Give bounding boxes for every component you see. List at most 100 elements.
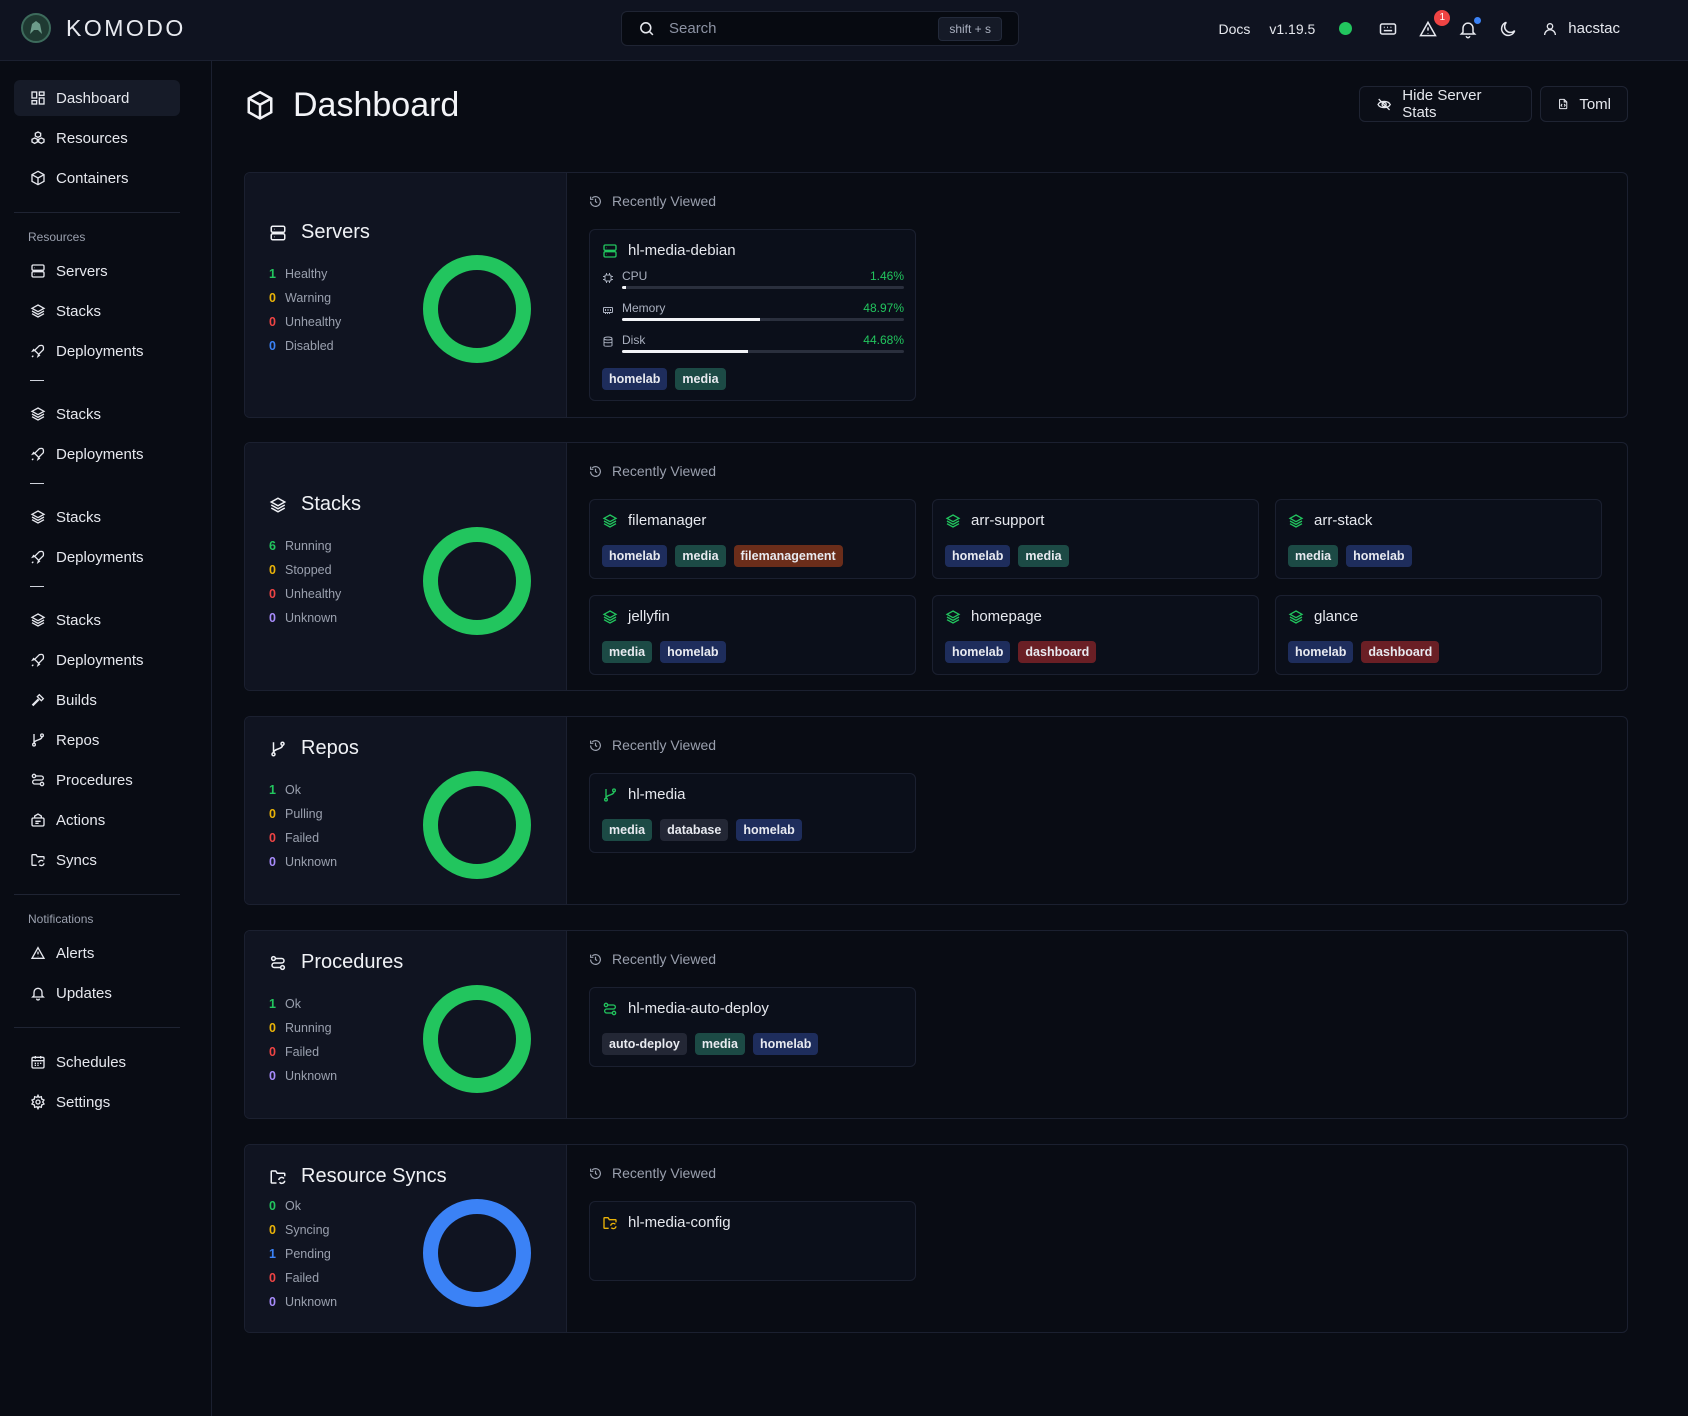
tag[interactable]: media [1018, 545, 1069, 567]
user-menu[interactable]: hacstac [1542, 20, 1620, 37]
layers-icon [30, 613, 46, 627]
tag[interactable]: media [675, 545, 726, 567]
sidebar-item-builds[interactable]: Builds [14, 682, 180, 718]
stat-row: 0 Unknown [269, 855, 338, 869]
repos-summary[interactable]: Repos 1 Ok 0 Pulling 0 Failed 0 Unknown [245, 717, 567, 904]
card-title: arr-stack [1288, 512, 1372, 529]
tag[interactable]: database [660, 819, 729, 841]
procedures-summary[interactable]: Procedures 1 Ok 0 Running 0 Failed 0 Unknown [245, 931, 567, 1118]
sidebar-divider [14, 1027, 180, 1028]
tag[interactable]: dashboard [1361, 641, 1440, 663]
repos-recent: Recently Viewed hl-media media database … [567, 717, 1627, 904]
procedure-card[interactable]: hl-media-auto-deploy auto-deploy media h… [589, 987, 916, 1067]
stack-card[interactable]: arr-stack media homelab [1275, 499, 1602, 579]
docs-link[interactable]: Docs [1218, 20, 1251, 37]
tag[interactable]: auto-deploy [602, 1033, 687, 1055]
tag-list: auto-deploy media homelab [602, 1033, 819, 1055]
servers-summary[interactable]: Servers 1 Healthy 0 Warning 0 Unhealthy 0 Di… [245, 173, 567, 417]
tag[interactable]: homelab [736, 819, 802, 841]
stacks-stats: 6 Running 0 Stopped 0 Unhealthy 0 Unknown [269, 534, 341, 630]
bell-icon[interactable] [1458, 16, 1482, 39]
stack-card[interactable]: glance homelab dashboard [1275, 595, 1602, 675]
cpu-icon [603, 273, 613, 283]
sidebar-item-deployments-2[interactable]: Deployments [14, 436, 180, 472]
repo-card[interactable]: hl-media media database homelab [589, 773, 916, 853]
sidebar-item-settings[interactable]: Settings [14, 1084, 180, 1120]
alert-icon[interactable]: 1 [1418, 9, 1451, 39]
alerts-count-badge: 1 [1434, 9, 1451, 26]
tag[interactable]: homelab [752, 1033, 819, 1055]
folder-sync-icon [270, 1169, 286, 1184]
hide-server-stats-button[interactable]: Hide Server Stats [1359, 86, 1532, 122]
sidebar-item-syncs[interactable]: Syncs [14, 842, 180, 878]
syncs-summary[interactable]: Resource Syncs 0 Ok 0 Syncing 1 Pending 0 Fa… [245, 1145, 567, 1332]
sidebar-item-schedules[interactable]: Schedules [14, 1044, 180, 1080]
disk-metric: Disk 44.68% [602, 333, 904, 359]
sidebar-item-deployments[interactable]: Deployments [14, 333, 180, 369]
recently-viewed-header: Recently Viewed [589, 463, 716, 479]
stat-row: 0 Pulling [269, 807, 323, 821]
sidebar-item-deployments-4[interactable]: Deployments [14, 642, 180, 678]
tag[interactable]: media [1288, 545, 1339, 567]
stacks-title: Stacks [269, 493, 361, 516]
tag[interactable]: dashboard [1018, 641, 1097, 663]
sidebar-item-stacks[interactable]: Stacks [14, 293, 180, 329]
stat-row: 0 Warning [269, 291, 332, 305]
servers-section: Servers 1 Healthy 0 Warning 0 Unhealthy 0 Di… [244, 172, 1628, 418]
brand[interactable]: KOMODO [20, 12, 186, 44]
cpu-progress-track [622, 286, 904, 289]
folder-sync-icon [603, 1216, 617, 1229]
tag[interactable]: media [602, 819, 653, 841]
search-input[interactable]: Search shift + s [621, 11, 1019, 46]
sidebar-item-containers[interactable]: Containers [14, 160, 180, 196]
tag[interactable]: filemanagement [733, 545, 843, 567]
sidebar-item-deployments-3[interactable]: Deployments [14, 539, 180, 575]
sidebar-item-stacks-2[interactable]: Stacks [14, 396, 180, 432]
stat-row: 0 Unknown [269, 1295, 338, 1309]
updates-dot [1474, 16, 1482, 24]
tag[interactable]: media [675, 368, 726, 390]
tag[interactable]: homelab [1346, 545, 1412, 567]
layers-icon [945, 513, 961, 528]
sidebar-item-procedures[interactable]: Procedures [14, 762, 180, 798]
tag[interactable]: homelab [602, 545, 668, 567]
toml-button[interactable]: Toml [1540, 86, 1628, 122]
tag[interactable]: media [602, 641, 653, 663]
sidebar-section-notifications: Notifications [28, 912, 94, 926]
tag[interactable]: homelab [945, 545, 1011, 567]
sidebar-item-dashboard[interactable]: Dashboard [14, 80, 180, 116]
sync-card[interactable]: hl-media-config [589, 1201, 916, 1281]
tag[interactable]: homelab [602, 368, 668, 390]
stack-card[interactable]: filemanager homelab media filemanagement [589, 499, 916, 579]
sidebar-item-resources[interactable]: Resources [14, 120, 180, 156]
search-placeholder: Search [669, 20, 717, 37]
sidebar-item-servers[interactable]: Servers [14, 253, 180, 289]
sidebar-item-repos[interactable]: Repos [14, 722, 180, 758]
tag[interactable]: homelab [945, 641, 1011, 663]
sidebar-item-stacks-4[interactable]: Stacks [14, 602, 180, 638]
stacks-summary[interactable]: Stacks 6 Running 0 Stopped 0 Unhealthy 0 Unk… [245, 443, 567, 690]
stack-card[interactable]: homepage homelab dashboard [932, 595, 1259, 675]
procedures-recent: Recently Viewed hl-media-auto-deploy aut… [567, 931, 1627, 1118]
sidebar-item-alerts[interactable]: Alerts [14, 935, 180, 971]
stat-row: 1 Ok [269, 783, 301, 797]
tag[interactable]: homelab [1288, 641, 1354, 663]
cpu-progress-fill [622, 286, 627, 289]
stat-row: 0 Ok [269, 1199, 301, 1213]
alert-icon [30, 946, 46, 959]
moon-icon[interactable] [1498, 19, 1518, 39]
tag[interactable]: media [694, 1033, 745, 1055]
memory-metric: Memory 48.97% [602, 301, 904, 327]
sidebar-item-updates[interactable]: Updates [14, 975, 180, 1011]
version-label[interactable]: v1.19.5 [1269, 20, 1316, 37]
card-title: glance [1288, 608, 1358, 625]
keyboard-icon[interactable] [1378, 19, 1398, 39]
sidebar-item-stacks-3[interactable]: Stacks [14, 499, 180, 535]
sidebar-item-actions[interactable]: Actions [14, 802, 180, 838]
layers-icon [30, 304, 46, 318]
stack-card[interactable]: arr-support homelab media [932, 499, 1259, 579]
stack-card[interactable]: jellyfin media homelab [589, 595, 916, 675]
tag[interactable]: homelab [660, 641, 726, 663]
stacks-recent: Recently Viewed filemanager homelab medi… [567, 443, 1627, 690]
server-card[interactable]: hl-media-debian CPU 1.46% Memory 48.97% … [589, 229, 916, 401]
